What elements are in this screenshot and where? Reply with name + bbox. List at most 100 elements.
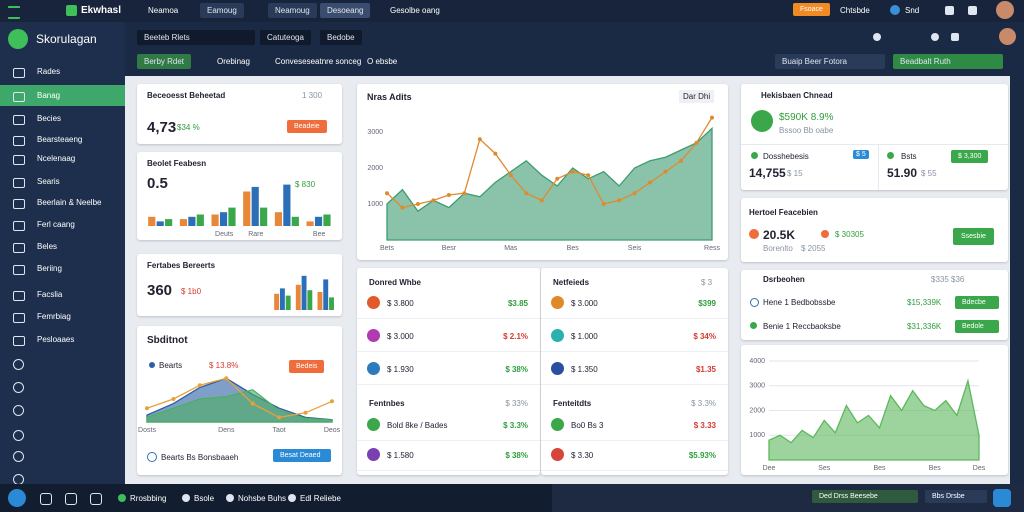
nav-item[interactable]: Ncelenaag <box>37 154 76 163</box>
x-tick-label: Ress <box>704 245 720 252</box>
tabs[interactable]: Beeteb Rlets <box>137 30 255 45</box>
row-label: $ 1.350 <box>571 365 598 374</box>
nav-icon <box>13 359 24 370</box>
tabs[interactable]: Bedobe <box>320 30 362 45</box>
marker <box>462 191 467 196</box>
footer: Bearts Bs Bonsbaaeh <box>161 453 239 462</box>
menu[interactable]: Chtsbde <box>840 6 870 15</box>
button[interactable]: Ssesbie <box>953 228 994 245</box>
value: 20.5K <box>763 228 796 242</box>
divider <box>357 470 540 471</box>
divider <box>541 470 728 471</box>
x-tick-label: Ses <box>818 465 831 472</box>
nav-item[interactable]: Bearsteaeng <box>37 135 83 144</box>
subtotal-card: Sbditnot Bearts $ 13.8% Bedeis Dosts Dens… <box>137 326 342 475</box>
icon <box>751 152 758 159</box>
top-bar: Ekwhasl Neamoa Eamoug Neamoug Desoeang G… <box>0 0 1024 22</box>
icon <box>741 144 1008 145</box>
action[interactable]: Fsoace <box>793 3 830 16</box>
subtotal-chart: Dosts Dens Taot Deos <box>138 376 341 434</box>
bar <box>317 292 323 310</box>
title: Nras Adits <box>367 92 412 102</box>
button[interactable]: Bedole <box>955 320 999 333</box>
divider <box>357 440 540 441</box>
tabs[interactable]: Neamoa <box>148 6 179 15</box>
footer-button[interactable]: Besat Deaed <box>273 449 331 462</box>
task-item[interactable]: Rrosbbing <box>130 494 167 503</box>
meta: 1 300 <box>302 91 323 100</box>
marker <box>539 198 544 203</box>
marker <box>477 137 482 142</box>
nav-item[interactable]: Pesloaaes <box>37 335 75 344</box>
value: 4,73 <box>147 119 177 136</box>
filters[interactable]: Berby Rdet <box>137 54 192 69</box>
highlight-card: Hekisbaen Chnead $590K 8.9% Bssoo Bb oab… <box>741 84 1008 190</box>
filters[interactable]: O ebsbe <box>367 57 398 66</box>
x-tick-label: Taot <box>273 427 286 434</box>
right-button[interactable]: $ 3,300 <box>951 150 989 163</box>
icon <box>951 33 959 41</box>
nav-icon <box>13 92 25 102</box>
line <box>386 117 713 209</box>
delta: $ 13.8% <box>209 361 239 370</box>
select[interactable]: Buaip Beer Fotora <box>775 54 885 69</box>
nav-item[interactable]: Searis <box>37 177 60 186</box>
nav-item[interactable]: Banag <box>37 91 61 100</box>
row-label: Bo0 Bs 3 <box>571 421 604 430</box>
tabs[interactable]: Gesolbe oang <box>390 6 440 15</box>
nav-icon <box>13 115 25 125</box>
nav-item[interactable]: Facslia <box>37 290 63 299</box>
active-bg <box>0 85 125 106</box>
button[interactable]: Bedeis <box>289 360 325 373</box>
row-value: $ 38% <box>505 365 528 374</box>
button[interactable]: Beadeie <box>287 120 327 133</box>
divider <box>357 318 540 319</box>
row-label: $ 1.930 <box>387 365 414 374</box>
nav-item[interactable]: Beerlain & Neelbe <box>37 198 102 207</box>
section-title: Fenteitdts <box>553 399 592 408</box>
nav-icon <box>13 382 24 393</box>
bar <box>329 297 334 310</box>
menu[interactable]: Bbs Drsbe <box>925 490 987 503</box>
icon <box>996 1 1014 19</box>
row-icon <box>551 329 564 342</box>
nav-item[interactable]: Rades <box>37 67 61 76</box>
marker <box>648 180 653 185</box>
nav-item[interactable]: Beriing <box>37 264 62 273</box>
button[interactable]: Beadbalt Ruth <box>893 54 1003 69</box>
nav-icon <box>13 291 25 301</box>
task-item[interactable]: Nohsbe Buhs <box>238 494 287 503</box>
status[interactable]: Ded Drss Beesebe <box>812 490 918 503</box>
delta: $ 830 <box>295 180 316 189</box>
marker <box>524 191 529 196</box>
task-item[interactable]: Bsole <box>194 494 215 503</box>
filters[interactable]: Conveseseatnre sonceg <box>275 57 362 66</box>
button[interactable]: Bdecbe <box>955 296 999 309</box>
nav-icon <box>13 68 25 78</box>
accounts-card: Dsrbeohen $335 $36 Hene 1 Bedbobssbe $15… <box>741 270 1008 340</box>
trend: $ 30305 <box>835 230 864 239</box>
left-note: $ 15 <box>787 169 803 178</box>
icon <box>873 33 881 41</box>
x-tick-label: Besr <box>442 245 457 252</box>
tabs[interactable]: Catuteoga <box>260 30 311 45</box>
row-value: $399 <box>698 299 716 308</box>
bar <box>295 284 301 310</box>
nav-item[interactable]: Femrbiag <box>37 312 71 321</box>
task-item[interactable]: Edl Reliebe <box>300 494 341 503</box>
marker <box>694 140 699 145</box>
nav-icon <box>13 155 25 165</box>
nav-item[interactable]: Ferl caang <box>37 220 75 229</box>
list-card: Donred Whbe $ 3.800 $3.85 $ 3.000 $ 2.1% $ 1.… <box>357 268 540 475</box>
nav-item[interactable]: Beles <box>37 242 58 251</box>
tabs[interactable]: Desoeang <box>320 3 371 18</box>
filters[interactable]: Orebinag <box>217 57 250 66</box>
forecast-card: Hertoel Feacebien 20.5K Borenlto $ 30305… <box>741 198 1008 262</box>
row-label: $ 3.000 <box>387 332 414 341</box>
tabs[interactable]: Neamoug <box>268 3 317 18</box>
nav-item[interactable]: Becies <box>37 114 62 123</box>
tabs[interactable]: Eamoug <box>200 3 244 18</box>
divider <box>357 351 540 352</box>
icon <box>968 6 977 15</box>
bar <box>165 219 173 226</box>
